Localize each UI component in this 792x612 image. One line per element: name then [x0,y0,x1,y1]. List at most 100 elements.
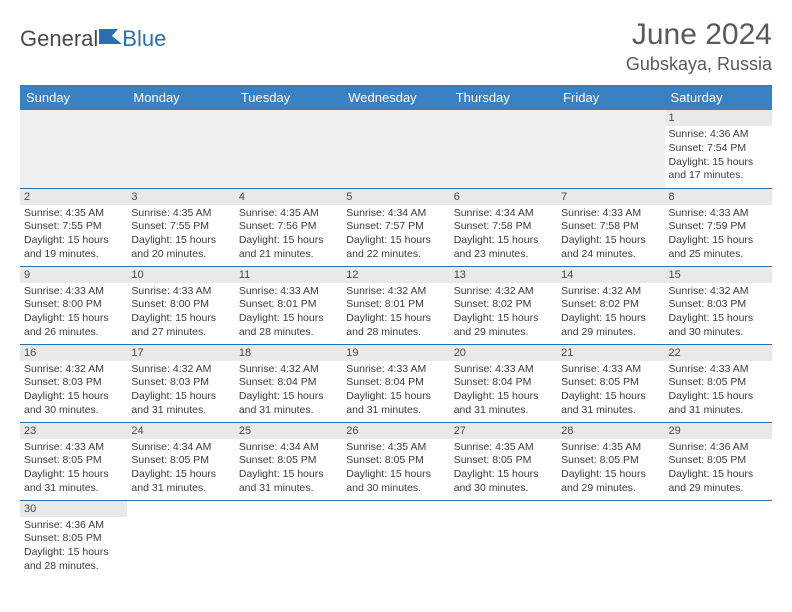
cell-line: and 30 minutes. [346,482,445,496]
cell-line: Daylight: 15 hours [669,468,768,482]
calendar-cell [127,500,234,578]
cell-body: Sunrise: 4:35 AMSunset: 8:05 PMDaylight:… [450,439,557,499]
calendar-week-row: 30Sunrise: 4:36 AMSunset: 8:05 PMDayligh… [20,500,772,578]
cell-body: Sunrise: 4:34 AMSunset: 7:58 PMDaylight:… [450,205,557,265]
calendar-cell: 4Sunrise: 4:35 AMSunset: 7:56 PMDaylight… [235,188,342,266]
cell-line: Sunrise: 4:33 AM [669,207,768,221]
cell-line: Sunrise: 4:34 AM [131,441,230,455]
calendar-cell: 27Sunrise: 4:35 AMSunset: 8:05 PMDayligh… [450,422,557,500]
cell-body: Sunrise: 4:32 AMSunset: 8:01 PMDaylight:… [342,283,449,343]
cell-line: Daylight: 15 hours [669,156,768,170]
cell-body: Sunrise: 4:35 AMSunset: 7:56 PMDaylight:… [235,205,342,265]
day-number: 23 [20,423,127,439]
day-number: 29 [665,423,772,439]
cell-line: Sunset: 8:00 PM [131,298,230,312]
cell-line: Sunset: 8:05 PM [346,454,445,468]
calendar-cell [235,500,342,578]
cell-body: Sunrise: 4:34 AMSunset: 7:57 PMDaylight:… [342,205,449,265]
calendar-cell: 15Sunrise: 4:32 AMSunset: 8:03 PMDayligh… [665,266,772,344]
calendar-cell: 2Sunrise: 4:35 AMSunset: 7:55 PMDaylight… [20,188,127,266]
calendar-cell: 9Sunrise: 4:33 AMSunset: 8:00 PMDaylight… [20,266,127,344]
calendar-cell [557,500,664,578]
cell-line: Daylight: 15 hours [239,468,338,482]
day-number: 20 [450,345,557,361]
cell-line: Sunrise: 4:33 AM [561,363,660,377]
cell-body: Sunrise: 4:33 AMSunset: 8:05 PMDaylight:… [557,361,664,421]
logo-text-blue: Blue [122,26,166,52]
cell-line: Daylight: 15 hours [561,312,660,326]
cell-body: Sunrise: 4:35 AMSunset: 7:55 PMDaylight:… [127,205,234,265]
cell-line: Sunset: 8:05 PM [239,454,338,468]
weekday-header: Sunday [20,85,127,110]
cell-line: Sunset: 8:05 PM [131,454,230,468]
day-number: 6 [450,189,557,205]
day-number: 19 [342,345,449,361]
calendar-cell: 20Sunrise: 4:33 AMSunset: 8:04 PMDayligh… [450,344,557,422]
location: Gubskaya, Russia [626,54,772,75]
calendar-cell: 17Sunrise: 4:32 AMSunset: 8:03 PMDayligh… [127,344,234,422]
cell-line: and 27 minutes. [131,326,230,340]
cell-line: Daylight: 15 hours [454,468,553,482]
cell-body: Sunrise: 4:34 AMSunset: 8:05 PMDaylight:… [127,439,234,499]
weekday-header: Monday [127,85,234,110]
calendar-week-row: 16Sunrise: 4:32 AMSunset: 8:03 PMDayligh… [20,344,772,422]
cell-line: Sunset: 7:55 PM [131,220,230,234]
day-number: 25 [235,423,342,439]
calendar-cell: 1Sunrise: 4:36 AMSunset: 7:54 PMDaylight… [665,110,772,188]
calendar-cell [665,500,772,578]
day-number: 22 [665,345,772,361]
calendar-cell [235,110,342,188]
cell-line: Daylight: 15 hours [669,312,768,326]
cell-line: Daylight: 15 hours [454,390,553,404]
cell-line: Sunrise: 4:34 AM [239,441,338,455]
cell-line: and 31 minutes. [561,404,660,418]
cell-line: Daylight: 15 hours [561,390,660,404]
cell-line: Sunset: 8:05 PM [24,454,123,468]
cell-line: and 19 minutes. [24,248,123,262]
calendar-cell: 28Sunrise: 4:35 AMSunset: 8:05 PMDayligh… [557,422,664,500]
cell-line: Sunset: 7:58 PM [561,220,660,234]
cell-line: and 31 minutes. [239,482,338,496]
weekday-header-row: SundayMondayTuesdayWednesdayThursdayFrid… [20,85,772,110]
cell-line: Daylight: 15 hours [561,468,660,482]
day-number: 10 [127,267,234,283]
cell-body: Sunrise: 4:36 AMSunset: 8:05 PMDaylight:… [665,439,772,499]
day-number: 26 [342,423,449,439]
cell-line: and 31 minutes. [454,404,553,418]
cell-line: Daylight: 15 hours [131,390,230,404]
calendar-cell: 13Sunrise: 4:32 AMSunset: 8:02 PMDayligh… [450,266,557,344]
cell-line: and 30 minutes. [24,404,123,418]
calendar-cell: 12Sunrise: 4:32 AMSunset: 8:01 PMDayligh… [342,266,449,344]
cell-line: Sunset: 7:54 PM [669,142,768,156]
weekday-header: Wednesday [342,85,449,110]
cell-line: Sunset: 8:05 PM [561,376,660,390]
cell-line: Sunset: 8:05 PM [561,454,660,468]
cell-line: Sunset: 8:03 PM [131,376,230,390]
cell-line: Sunset: 8:00 PM [24,298,123,312]
cell-line: Sunrise: 4:32 AM [131,363,230,377]
cell-line: Daylight: 15 hours [24,546,123,560]
day-number: 30 [20,501,127,517]
day-number: 12 [342,267,449,283]
cell-line: Sunrise: 4:33 AM [24,441,123,455]
cell-line: Sunrise: 4:32 AM [346,285,445,299]
cell-line: Sunset: 7:59 PM [669,220,768,234]
cell-line: Daylight: 15 hours [346,312,445,326]
day-number: 7 [557,189,664,205]
cell-line: Daylight: 15 hours [239,390,338,404]
day-number: 13 [450,267,557,283]
cell-body: Sunrise: 4:35 AMSunset: 8:05 PMDaylight:… [342,439,449,499]
cell-line: and 26 minutes. [24,326,123,340]
cell-body: Sunrise: 4:35 AMSunset: 8:05 PMDaylight:… [557,439,664,499]
calendar-cell: 7Sunrise: 4:33 AMSunset: 7:58 PMDaylight… [557,188,664,266]
weekday-header: Tuesday [235,85,342,110]
cell-line: Daylight: 15 hours [454,234,553,248]
calendar-cell: 18Sunrise: 4:32 AMSunset: 8:04 PMDayligh… [235,344,342,422]
cell-line: Daylight: 15 hours [669,390,768,404]
cell-line: Sunrise: 4:33 AM [454,363,553,377]
weekday-header: Thursday [450,85,557,110]
cell-line: Daylight: 15 hours [24,312,123,326]
calendar-cell: 6Sunrise: 4:34 AMSunset: 7:58 PMDaylight… [450,188,557,266]
cell-line: and 22 minutes. [346,248,445,262]
cell-line: and 31 minutes. [346,404,445,418]
